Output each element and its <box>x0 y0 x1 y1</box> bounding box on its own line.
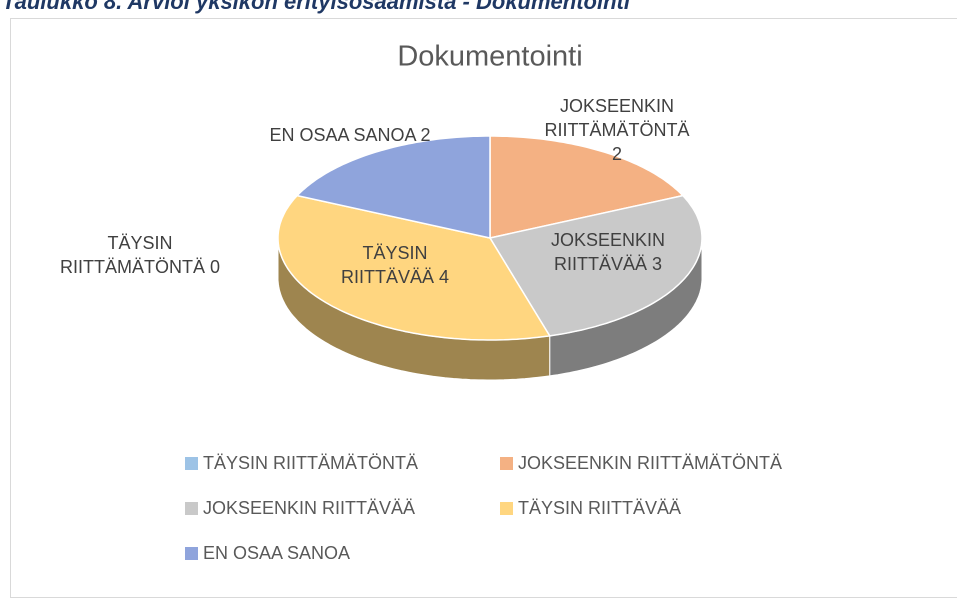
chart-title: Dokumentointi <box>397 41 582 73</box>
legend-label: JOKSEENKIN RIITTÄVÄÄ <box>203 498 416 518</box>
legend-item: TÄYSIN RIITTÄMÄTÖNTÄ <box>185 453 418 474</box>
pie-slice <box>295 135 491 239</box>
legend-label: TÄYSIN RIITTÄMÄTÖNTÄ <box>203 453 419 473</box>
data-label-value: 2 <box>420 125 431 145</box>
pie-slice <box>277 194 551 341</box>
data-label-category: JOKSEENKIN RIITTÄMÄTÖNTÄ <box>544 96 690 140</box>
legend-item: EN OSAA SANOA <box>185 543 350 564</box>
data-label-value: 4 <box>439 267 450 287</box>
pie-slice <box>489 135 685 239</box>
data-label: JOKSEENKIN RIITTÄVÄÄ 3 <box>538 228 678 276</box>
legend-swatch <box>185 547 198 560</box>
legend-label: TÄYSIN RIITTÄVÄÄ <box>518 498 682 518</box>
data-label-category: EN OSAA SANOA <box>269 125 416 145</box>
legend-swatch <box>500 457 513 470</box>
legend-label: JOKSEENKIN RIITTÄMÄTÖNTÄ <box>518 453 783 473</box>
legend-item: JOKSEENKIN RIITTÄVÄÄ <box>185 498 415 519</box>
data-label: EN OSAA SANOA 2 <box>263 123 438 147</box>
data-label: TÄYSIN RIITTÄMÄTÖNTÄ 0 <box>50 231 230 279</box>
legend-swatch <box>185 502 198 515</box>
data-label-value: 3 <box>652 254 663 274</box>
data-label-category: TÄYSIN RIITTÄVÄÄ <box>340 243 434 287</box>
chart: Dokumentointi <box>277 41 703 381</box>
legend-item: JOKSEENKIN RIITTÄMÄTÖNTÄ <box>500 453 782 474</box>
data-label-value: 0 <box>210 257 221 277</box>
data-label-category: TÄYSIN RIITTÄMÄTÖNTÄ <box>59 233 205 277</box>
data-label: TÄYSIN RIITTÄVÄÄ 4 <box>325 241 465 289</box>
data-label: JOKSEENKIN RIITTÄMÄTÖNTÄ 2 <box>537 94 697 166</box>
data-label-category: JOKSEENKIN RIITTÄVÄÄ <box>550 230 666 274</box>
data-label-value: 2 <box>611 144 622 164</box>
caption: Taulukko 8. Arvioi yksikön erityisosaami… <box>2 0 630 14</box>
legend-item: TÄYSIN RIITTÄVÄÄ <box>500 498 681 519</box>
legend-swatch <box>500 502 513 515</box>
pie-slice <box>488 194 703 337</box>
legend-label: EN OSAA SANOA <box>203 543 351 563</box>
legend-swatch <box>185 457 198 470</box>
